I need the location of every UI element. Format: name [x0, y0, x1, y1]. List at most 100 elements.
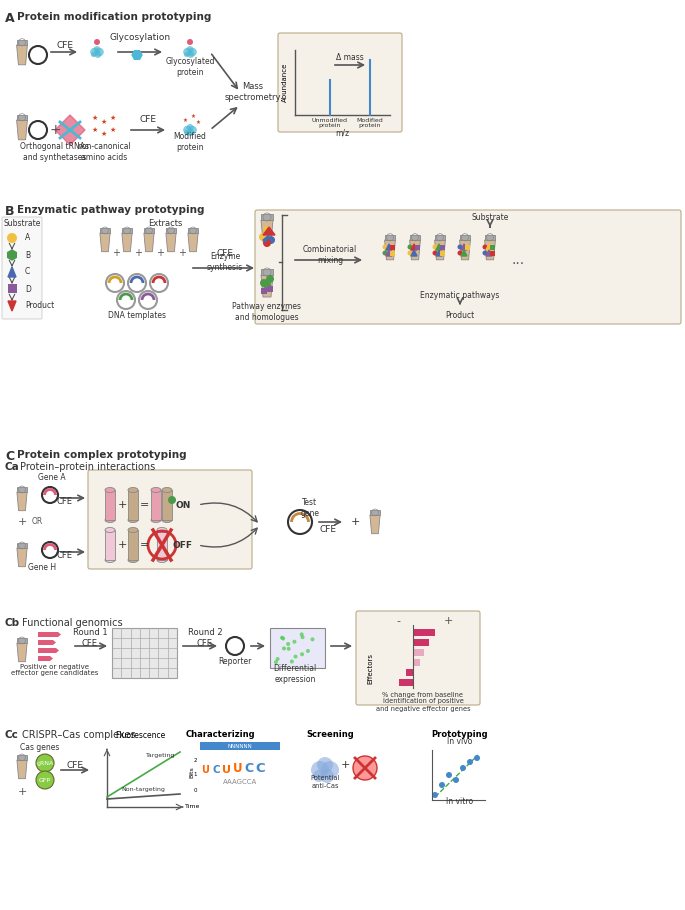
Bar — [128, 530, 138, 560]
Bar — [390, 245, 395, 249]
Text: Differential
expression: Differential expression — [273, 664, 316, 683]
Text: ★: ★ — [92, 127, 98, 133]
Circle shape — [282, 646, 286, 651]
Circle shape — [275, 657, 279, 661]
Polygon shape — [17, 543, 27, 548]
Ellipse shape — [128, 558, 138, 562]
Text: Cc: Cc — [5, 730, 19, 740]
Text: CFE: CFE — [66, 761, 84, 770]
Polygon shape — [100, 233, 110, 252]
Circle shape — [188, 47, 197, 56]
Polygon shape — [122, 233, 132, 252]
Text: +: + — [443, 616, 453, 626]
Polygon shape — [263, 227, 275, 235]
Bar — [490, 245, 495, 249]
Ellipse shape — [128, 488, 138, 492]
Circle shape — [168, 496, 176, 504]
Text: Abundance: Abundance — [282, 63, 288, 102]
Circle shape — [301, 635, 305, 639]
Circle shape — [408, 245, 412, 249]
Text: ★: ★ — [195, 119, 201, 125]
Polygon shape — [17, 760, 27, 779]
Bar — [413, 639, 429, 646]
Circle shape — [7, 233, 17, 243]
Text: Protein modification prototyping: Protein modification prototyping — [17, 12, 212, 22]
Circle shape — [317, 757, 333, 773]
Text: +: + — [178, 248, 186, 258]
Polygon shape — [434, 240, 445, 259]
Circle shape — [460, 765, 466, 771]
Polygon shape — [261, 220, 273, 242]
Bar — [490, 250, 495, 256]
Bar — [162, 490, 172, 520]
Text: OR: OR — [32, 518, 42, 527]
Text: ★: ★ — [101, 131, 107, 137]
Polygon shape — [410, 240, 421, 259]
Polygon shape — [486, 250, 492, 256]
Circle shape — [267, 236, 275, 244]
Polygon shape — [486, 244, 492, 250]
Polygon shape — [434, 235, 445, 240]
Circle shape — [184, 130, 189, 135]
Text: C: C — [212, 765, 220, 775]
Bar — [406, 669, 413, 676]
Text: Δ mass: Δ mass — [336, 53, 364, 62]
Text: Enzyme
synthesis: Enzyme synthesis — [207, 252, 243, 272]
Circle shape — [439, 782, 445, 788]
Polygon shape — [17, 487, 27, 492]
Text: Substrate: Substrate — [3, 218, 40, 228]
Bar — [270, 628, 325, 668]
Polygon shape — [484, 235, 495, 240]
Bar — [440, 250, 445, 256]
Text: ★: ★ — [110, 115, 116, 121]
Circle shape — [321, 761, 339, 779]
Polygon shape — [16, 120, 27, 140]
Bar — [200, 742, 280, 750]
Text: Positive or negative
effector gene candidates: Positive or negative effector gene candi… — [12, 663, 99, 676]
Text: In vivo: In vivo — [447, 737, 473, 746]
Bar — [8, 284, 17, 293]
Text: ON: ON — [175, 501, 190, 510]
Polygon shape — [8, 301, 16, 311]
Circle shape — [36, 754, 54, 772]
Text: Modified
protein: Modified protein — [173, 132, 206, 152]
Polygon shape — [17, 638, 27, 643]
Circle shape — [382, 250, 388, 256]
Ellipse shape — [162, 518, 172, 522]
Text: Substrate: Substrate — [471, 213, 509, 221]
Text: +: + — [134, 248, 142, 258]
Circle shape — [95, 47, 104, 56]
Circle shape — [474, 755, 480, 761]
Text: Modified
protein: Modified protein — [357, 117, 384, 128]
Text: Glycosylated
protein: Glycosylated protein — [165, 57, 215, 76]
Text: GFP: GFP — [39, 777, 51, 783]
Circle shape — [482, 245, 488, 249]
Polygon shape — [17, 643, 27, 662]
Polygon shape — [461, 250, 467, 256]
Bar — [151, 490, 161, 520]
Text: Gene H: Gene H — [28, 562, 56, 571]
Text: Characterizing: Characterizing — [185, 730, 255, 739]
Text: ★: ★ — [101, 119, 107, 125]
Text: Identification of positive
and negative effector genes: Identification of positive and negative … — [375, 699, 471, 712]
FancyBboxPatch shape — [278, 33, 402, 132]
Circle shape — [458, 250, 462, 256]
Polygon shape — [411, 244, 417, 250]
Text: B: B — [25, 250, 30, 259]
Text: ★: ★ — [110, 127, 116, 133]
Text: +: + — [117, 540, 127, 550]
Text: Screening: Screening — [306, 730, 354, 739]
Circle shape — [274, 660, 278, 664]
Polygon shape — [384, 240, 395, 259]
Text: +: + — [112, 248, 120, 258]
Ellipse shape — [128, 518, 138, 522]
FancyBboxPatch shape — [255, 210, 681, 324]
Circle shape — [259, 233, 267, 241]
Text: ★: ★ — [92, 115, 98, 121]
Text: Unmodified
protein: Unmodified protein — [312, 117, 348, 128]
Circle shape — [281, 636, 285, 641]
Ellipse shape — [105, 488, 115, 492]
Circle shape — [310, 637, 314, 642]
Polygon shape — [166, 233, 176, 252]
Text: C: C — [256, 762, 265, 775]
